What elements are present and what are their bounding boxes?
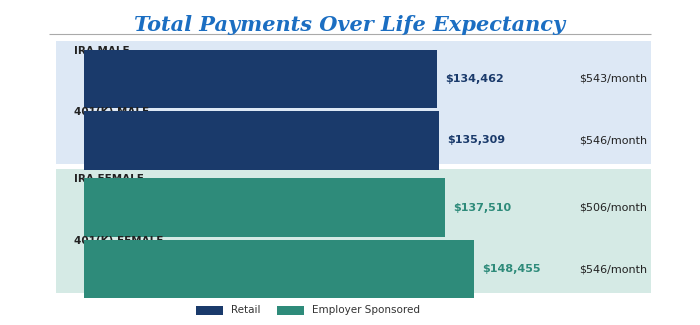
Text: $506/month: $506/month [580,202,648,213]
Text: Total Payments Over Life Expectancy: Total Payments Over Life Expectancy [134,15,566,35]
FancyBboxPatch shape [277,306,304,315]
Text: $546/month: $546/month [580,264,648,274]
FancyBboxPatch shape [56,41,651,163]
Text: $134,462: $134,462 [445,74,504,84]
Text: IRA FEMALE: IRA FEMALE [74,174,144,184]
Text: IRA MALE: IRA MALE [74,46,129,56]
Text: $543/month: $543/month [580,74,648,84]
FancyBboxPatch shape [84,240,474,298]
Text: 401(K) FEMALE: 401(K) FEMALE [74,236,163,246]
Text: $148,455: $148,455 [482,264,540,274]
Text: 401(K) MALE: 401(K) MALE [74,107,148,117]
FancyBboxPatch shape [84,111,439,170]
FancyBboxPatch shape [196,306,223,315]
FancyBboxPatch shape [84,49,437,108]
FancyBboxPatch shape [84,178,445,237]
Text: $546/month: $546/month [580,135,648,145]
FancyBboxPatch shape [56,170,651,292]
Text: Employer Sponsored: Employer Sponsored [312,306,420,315]
Text: $135,309: $135,309 [447,135,505,145]
Text: $137,510: $137,510 [454,202,512,213]
Text: Retail: Retail [231,306,260,315]
